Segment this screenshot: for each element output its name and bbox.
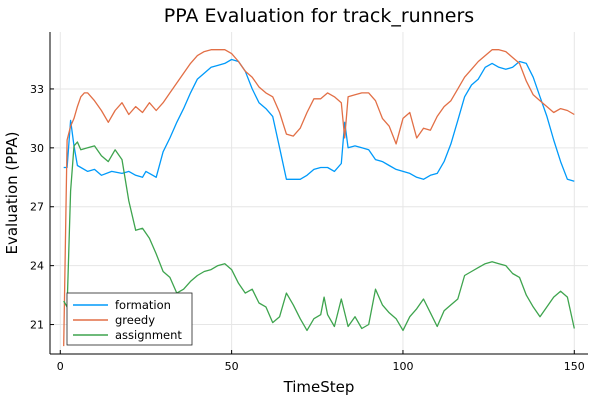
x-tick-label-2: 100 [392,360,413,373]
legend-label-greedy: greedy [115,313,155,327]
y-tick-label-3: 30 [30,142,44,155]
x-tick-label-0: 0 [57,360,64,373]
y-tick-label-4: 33 [30,83,44,96]
series-line-assignment [63,141,575,332]
y-axis-label: Evaluation (PPA) [3,131,21,254]
grid [50,32,588,354]
y-tick-label-0: 21 [30,319,44,332]
legend-label-formation: formation [115,298,171,312]
series-line-formation [63,58,575,182]
chart-title: PPA Evaluation for track_runners [164,5,474,27]
x-tick-label-1: 50 [225,360,239,373]
y-tick-label-2: 27 [30,201,44,214]
series-layer [63,49,575,347]
legend-label-assignment: assignment [115,328,182,342]
series-line-greedy [63,49,575,347]
x-tick-label-3: 150 [564,360,585,373]
axes [49,32,588,355]
legend-box [66,292,193,346]
tick-labels: 0 50 100 150 21 24 27 30 33 [30,83,585,373]
x-axis-label: TimeStep [283,378,355,396]
y-tick-label-1: 24 [30,260,44,273]
